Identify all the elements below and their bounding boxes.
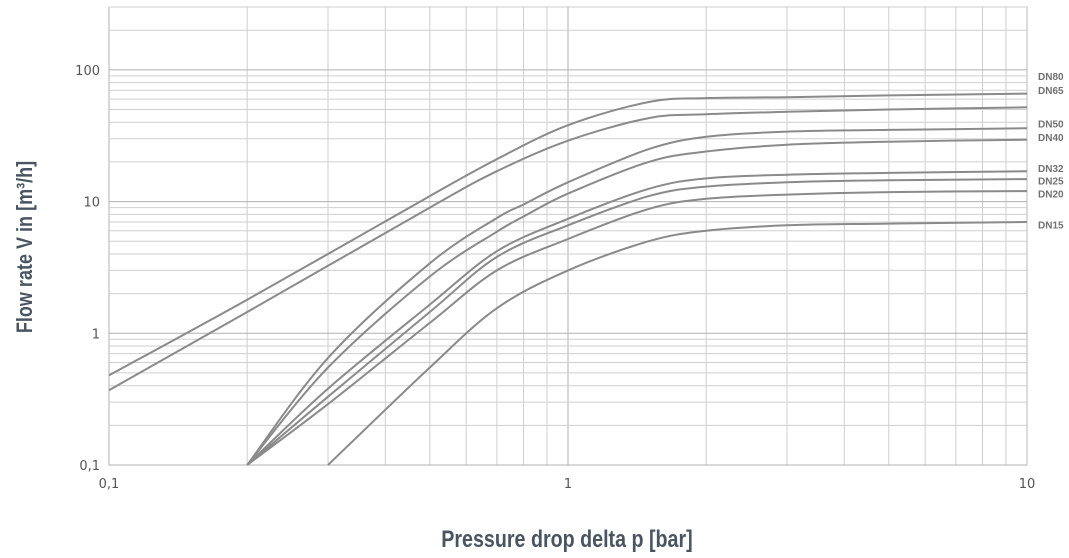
x-tick-label: 0,1 xyxy=(99,477,120,492)
series-line-dn20 xyxy=(246,190,1028,466)
y-tick-label: 0,1 xyxy=(79,459,100,474)
series-line-dn15 xyxy=(327,221,1028,466)
y-tick-label: 100 xyxy=(75,64,100,79)
series-lines xyxy=(108,92,1028,466)
series-label-dn20: DN20 xyxy=(1038,190,1064,201)
series-label-dn25: DN25 xyxy=(1038,176,1064,187)
y-tick-label: 10 xyxy=(83,196,100,211)
series-label-dn65: DN65 xyxy=(1038,86,1064,97)
series-line-dn25 xyxy=(246,178,1028,466)
series-label-dn40: DN40 xyxy=(1038,133,1064,144)
series-line-dn65 xyxy=(108,106,1028,392)
series-line-dn40 xyxy=(246,138,1028,466)
series-line-dn80 xyxy=(108,92,1028,377)
x-tick-label: 10 xyxy=(1019,477,1036,492)
y-axis-label: Flow rate V in [m³/h] xyxy=(13,161,37,333)
series-label-dn15: DN15 xyxy=(1038,220,1064,231)
series-line-dn32 xyxy=(246,170,1028,466)
series-label-dn50: DN50 xyxy=(1038,120,1064,131)
x-axis-label: Pressure drop delta p [bar] xyxy=(441,525,692,552)
series-label-dn32: DN32 xyxy=(1038,164,1064,175)
x-tick-label: 1 xyxy=(564,477,572,492)
y-tick-label: 1 xyxy=(92,327,100,342)
y-tick-labels: 0,1 1 10 100 xyxy=(75,64,100,474)
x-tick-labels: 0,1 1 10 xyxy=(99,477,1036,492)
series-label-dn80: DN80 xyxy=(1038,72,1064,83)
series-line-dn50 xyxy=(246,127,1028,466)
grid xyxy=(108,6,1027,466)
